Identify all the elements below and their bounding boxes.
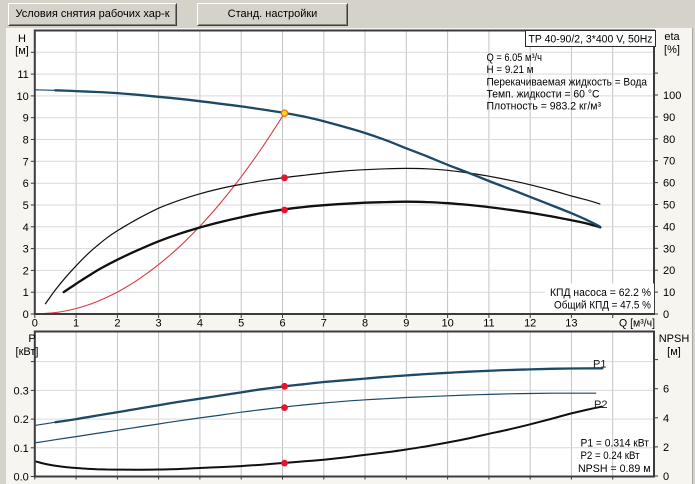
svg-text:4: 4 <box>197 318 203 330</box>
svg-text:11: 11 <box>483 318 494 330</box>
svg-text:9: 9 <box>403 318 409 330</box>
svg-text:50: 50 <box>663 200 675 212</box>
svg-text:H = 9.21 м: H = 9.21 м <box>487 64 534 76</box>
svg-text:7: 7 <box>321 318 327 330</box>
svg-text:0: 0 <box>663 471 669 483</box>
svg-text:7: 7 <box>23 156 29 168</box>
svg-text:NPSH: NPSH <box>659 333 690 345</box>
svg-text:NPSH = 0.89 м: NPSH = 0.89 м <box>578 463 651 475</box>
svg-text:2: 2 <box>663 442 669 454</box>
svg-text:1: 1 <box>23 287 29 299</box>
svg-text:0.2: 0.2 <box>14 414 29 426</box>
svg-text:Перекачиваемая жидкость = Вода: Перекачиваемая жидкость = Вода <box>487 76 648 88</box>
svg-text:70: 70 <box>663 156 675 168</box>
svg-text:P2 = 0.24 кВт: P2 = 0.24 кВт <box>581 450 640 462</box>
svg-text:0.3: 0.3 <box>14 385 29 397</box>
svg-text:10: 10 <box>17 91 29 103</box>
svg-text:5: 5 <box>238 318 244 330</box>
svg-text:10: 10 <box>663 287 675 299</box>
svg-text:60: 60 <box>663 178 675 190</box>
svg-text:P2: P2 <box>594 399 607 411</box>
svg-text:9: 9 <box>23 113 29 125</box>
svg-text:0: 0 <box>23 309 29 321</box>
svg-text:Q = 6.05 м³/ч: Q = 6.05 м³/ч <box>487 52 543 64</box>
svg-text:10: 10 <box>441 318 453 330</box>
svg-text:Станд. настройки: Станд. настройки <box>228 8 318 20</box>
svg-text:P1: P1 <box>593 359 606 371</box>
svg-text:8: 8 <box>23 135 29 147</box>
svg-text:2: 2 <box>114 318 120 330</box>
svg-text:КПД насоса = 62.2 %: КПД насоса = 62.2 % <box>550 287 651 299</box>
svg-text:0.0: 0.0 <box>14 472 29 484</box>
svg-text:Q [м³/ч]: Q [м³/ч] <box>619 318 655 330</box>
svg-text:0.1: 0.1 <box>14 443 29 455</box>
svg-text:P: P <box>28 333 35 345</box>
svg-text:6: 6 <box>23 178 29 190</box>
svg-text:Темп. жидкости = 60 °C: Темп. жидкости = 60 °C <box>487 89 600 101</box>
svg-text:13: 13 <box>565 318 577 330</box>
svg-text:11: 11 <box>17 69 28 81</box>
svg-text:3: 3 <box>156 318 162 330</box>
svg-text:1: 1 <box>73 318 79 330</box>
svg-text:4: 4 <box>23 222 29 234</box>
svg-text:3: 3 <box>23 244 29 256</box>
svg-text:4: 4 <box>663 413 669 425</box>
svg-text:H: H <box>18 33 26 45</box>
svg-text:Плотность = 983.2 кг/м³: Плотность = 983.2 кг/м³ <box>487 101 602 113</box>
svg-text:2: 2 <box>23 265 29 277</box>
svg-text:[м]: [м] <box>667 346 681 358</box>
svg-text:[%]: [%] <box>664 44 680 56</box>
svg-text:30: 30 <box>663 243 675 255</box>
svg-text:Условия снятия рабочих хар-к: Условия снятия рабочих хар-к <box>15 8 169 20</box>
svg-text:8: 8 <box>362 318 368 330</box>
svg-text:12: 12 <box>524 318 536 330</box>
svg-text:eta: eta <box>664 31 680 43</box>
svg-text:6: 6 <box>663 384 669 396</box>
svg-text:TP 40-90/2, 3*400 V, 50Hz: TP 40-90/2, 3*400 V, 50Hz <box>529 34 653 46</box>
svg-text:6: 6 <box>279 318 285 330</box>
svg-text:0: 0 <box>663 309 669 321</box>
svg-text:5: 5 <box>23 200 29 212</box>
svg-text:80: 80 <box>663 134 675 146</box>
svg-text:[кВт]: [кВт] <box>16 346 39 358</box>
svg-text:90: 90 <box>663 112 675 124</box>
svg-text:[м]: [м] <box>15 45 29 57</box>
svg-text:40: 40 <box>663 221 675 233</box>
svg-text:Общий КПД = 47.5 %: Общий КПД = 47.5 % <box>554 300 651 312</box>
svg-text:0: 0 <box>32 318 38 330</box>
svg-text:20: 20 <box>663 265 675 277</box>
svg-text:100: 100 <box>663 90 681 102</box>
svg-text:P1 = 0.314 кВт: P1 = 0.314 кВт <box>581 438 650 450</box>
